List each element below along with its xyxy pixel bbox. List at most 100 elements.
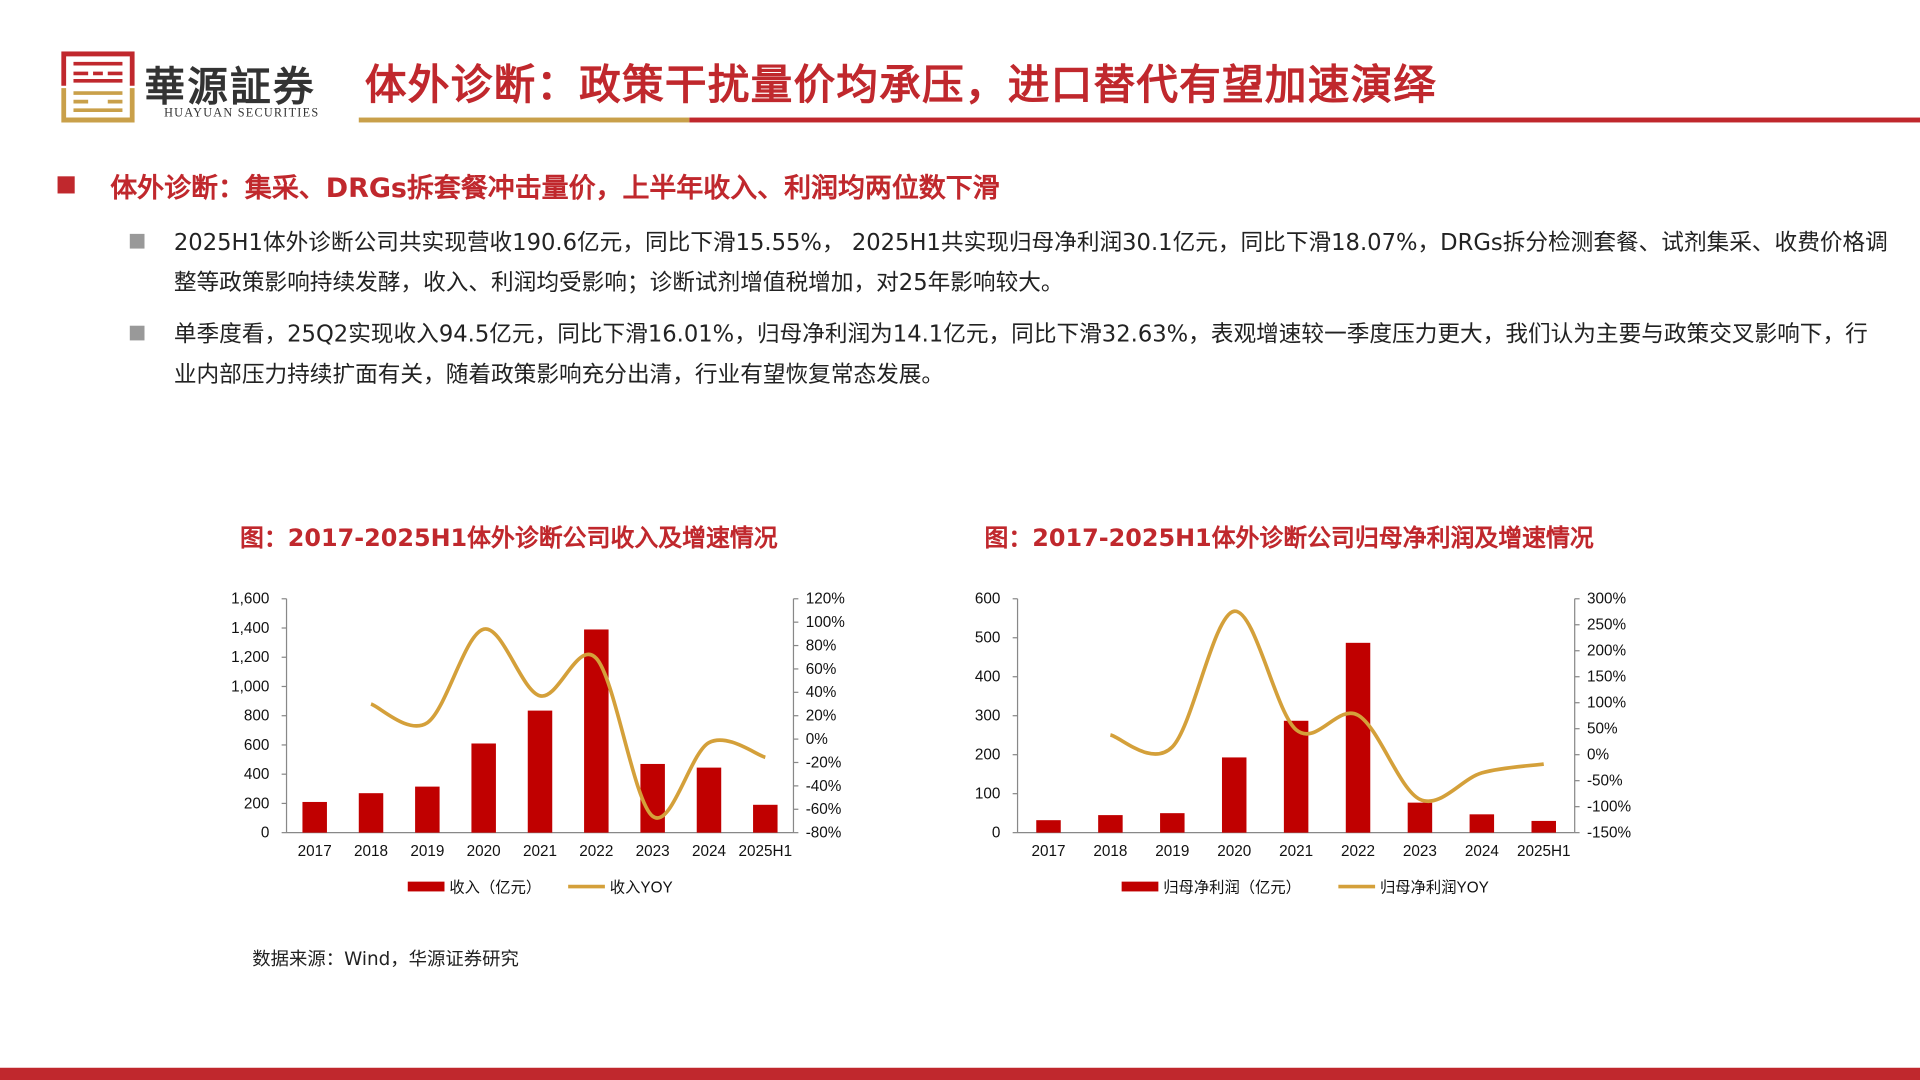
chart-title-revenue: 图：2017-2025H1体外诊断公司收入及增速情况 (240, 524, 778, 553)
x-tick-label: 2021 (1279, 843, 1313, 860)
bar (1283, 720, 1309, 833)
right-tick-label: 250% (1587, 617, 1627, 634)
x-tick-label: 2017 (1031, 843, 1065, 860)
right-tick-label: 40% (806, 684, 837, 701)
bar (1221, 757, 1247, 833)
right-tick-label: 150% (1587, 669, 1627, 686)
yoy-line (370, 627, 766, 820)
right-tick-label: -80% (806, 825, 842, 842)
x-tick-label: 2022 (1341, 843, 1375, 860)
left-tick-label: 500 (975, 630, 1001, 647)
logo-mark-icon (61, 51, 135, 123)
bar (527, 710, 553, 833)
title-rule-red (689, 117, 1920, 123)
left-tick-label: 1,000 (231, 678, 269, 695)
right-tick-label: 50% (1587, 721, 1618, 738)
footer-bar (0, 1067, 1920, 1080)
right-tick-label: 300% (1587, 591, 1627, 608)
left-tick-label: 200 (244, 795, 270, 812)
x-tick-label: 2024 (1465, 843, 1500, 860)
bar (1345, 642, 1371, 833)
right-tick-label: -150% (1587, 825, 1632, 842)
x-tick-label: 2020 (1217, 843, 1251, 860)
page-title: 体外诊断：政策干扰量价均承压，进口替代有望加速演绎 (364, 61, 1437, 111)
legend-line-label: 收入YOY (610, 880, 673, 897)
right-tick-label: 20% (806, 708, 837, 725)
title-rule-gold (358, 117, 690, 123)
legend-bar-swatch (407, 881, 445, 892)
paragraph: 2025H1体外诊断公司共实现营收190.6亿元，同比下滑15.55%， 202… (173, 230, 1888, 297)
chart-title-profit: 图：2017-2025H1体外诊断公司归母净利润及增速情况 (984, 524, 1594, 553)
right-tick-label: 0% (806, 731, 829, 748)
x-tick-label: 2020 (467, 843, 501, 860)
bar (471, 743, 496, 833)
bar (1531, 820, 1556, 833)
legend-bar-swatch (1121, 881, 1159, 892)
yoy-line (1109, 609, 1544, 804)
right-tick-label: -60% (806, 801, 842, 818)
bar (1036, 820, 1061, 833)
x-tick-label: 2017 (298, 843, 332, 860)
left-tick-label: 200 (975, 747, 1001, 764)
left-tick-label: 0 (261, 825, 270, 842)
left-tick-label: 400 (244, 766, 270, 783)
x-tick-label: 2025H1 (739, 843, 793, 860)
left-tick-label: 0 (992, 825, 1001, 842)
left-tick-label: 600 (975, 591, 1001, 608)
paragraph: 单季度看，25Q2实现收入94.5亿元，同比下滑16.01%，归母净利润为14.… (173, 322, 1868, 389)
bar (1160, 813, 1185, 833)
x-tick-label: 2018 (1093, 843, 1127, 860)
x-tick-label: 2019 (1155, 843, 1189, 860)
right-tick-label: -50% (1587, 773, 1623, 790)
right-tick-label: 100% (1587, 695, 1627, 712)
right-tick-label: 100% (806, 614, 846, 631)
legend-bar-label: 归母净利润（亿元） (1163, 880, 1301, 897)
bar (302, 801, 327, 833)
bar (584, 629, 609, 833)
left-tick-label: 600 (244, 737, 270, 754)
x-tick-label: 2019 (410, 843, 444, 860)
right-tick-label: 200% (1587, 643, 1627, 660)
bar (640, 763, 665, 833)
legend-bar-label: 收入（亿元） (449, 880, 541, 897)
section-bullet-icon (57, 176, 75, 194)
x-tick-label: 2025H1 (1517, 843, 1571, 860)
x-tick-label: 2018 (354, 843, 388, 860)
right-tick-label: 80% (806, 637, 837, 654)
right-tick-label: 60% (806, 661, 837, 678)
bar (415, 786, 440, 833)
data-source: 数据来源：Wind，华源证券研究 (252, 947, 519, 970)
right-tick-label: -40% (806, 778, 842, 795)
right-tick-label: -100% (1587, 799, 1632, 816)
section-title: 体外诊断：集采、DRGs拆套餐冲击量价，上半年收入、利润均两位数下滑 (110, 173, 1000, 205)
left-tick-label: 800 (244, 708, 270, 725)
paragraph-bullet-icon (129, 233, 145, 249)
x-tick-label: 2022 (579, 843, 613, 860)
bar (1469, 814, 1495, 833)
right-tick-label: 120% (806, 591, 846, 608)
x-tick-label: 2021 (523, 843, 557, 860)
x-tick-label: 2024 (692, 843, 727, 860)
x-tick-label: 2023 (636, 843, 670, 860)
left-tick-label: 1,600 (231, 591, 269, 608)
x-tick-label: 2023 (1403, 843, 1437, 860)
logo-subtitle: HUAYUAN SECURITIES (164, 106, 320, 121)
bar (696, 767, 722, 833)
right-tick-label: -20% (806, 754, 842, 771)
bar (358, 793, 384, 833)
left-tick-label: 1,200 (231, 649, 269, 666)
paragraph-bullet-icon (129, 325, 145, 341)
left-tick-label: 1,400 (231, 620, 269, 637)
bar (753, 804, 778, 833)
logo-text: 華源証券 (144, 62, 316, 111)
left-tick-label: 300 (975, 708, 1001, 725)
left-tick-label: 400 (975, 669, 1001, 686)
legend-line-label: 归母净利润YOY (1380, 880, 1489, 897)
bar (1407, 802, 1433, 833)
right-tick-label: 0% (1587, 747, 1610, 764)
left-tick-label: 100 (975, 786, 1001, 803)
bar (1098, 815, 1123, 833)
